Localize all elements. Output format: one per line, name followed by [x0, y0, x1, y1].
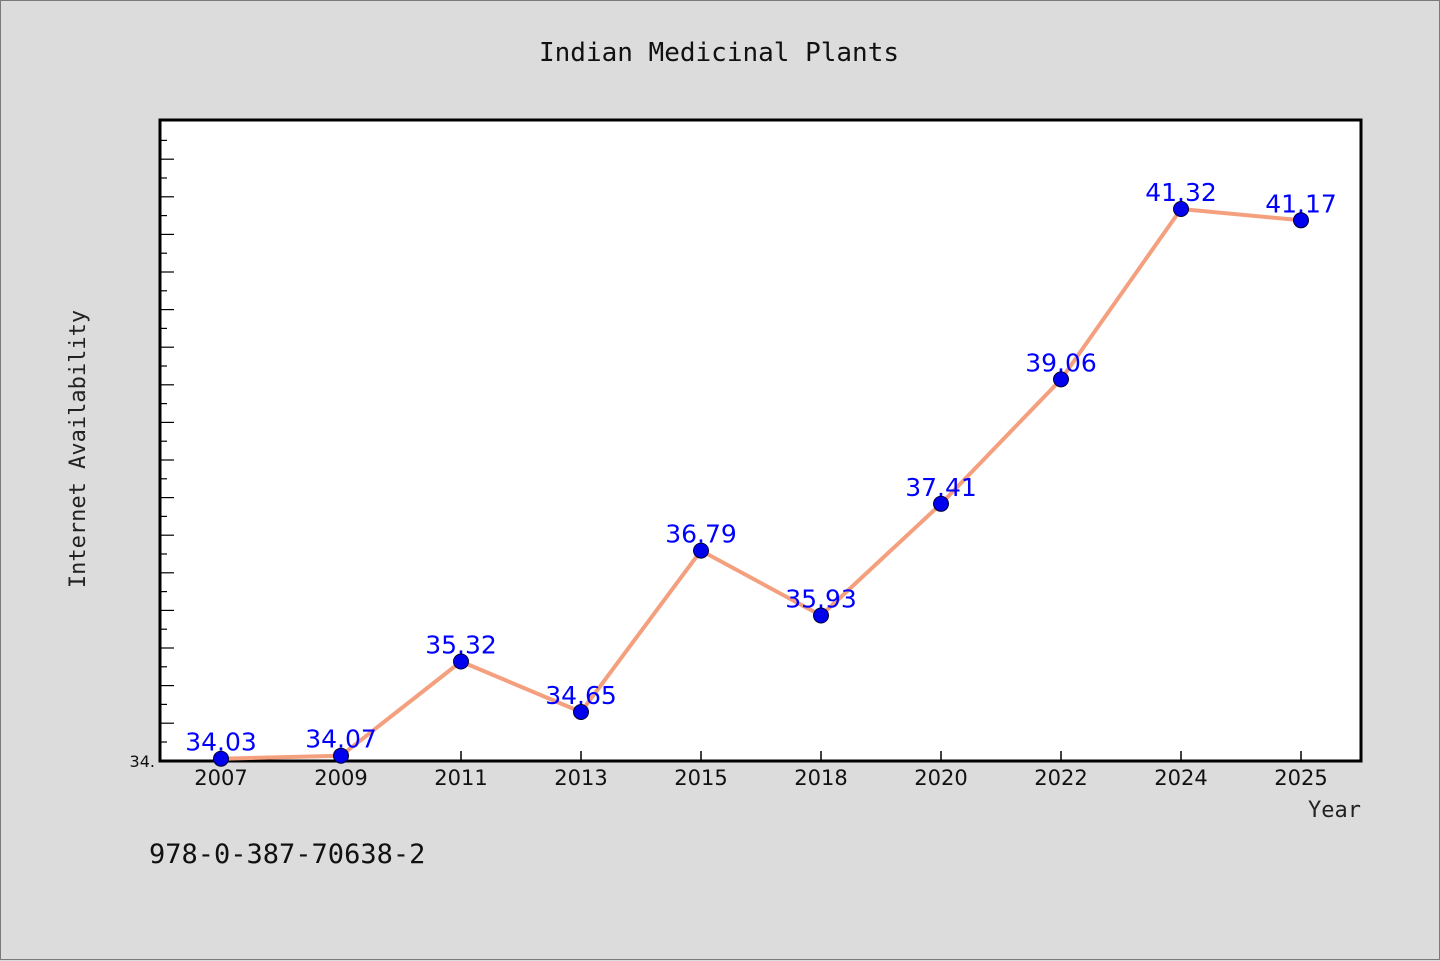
x-tick-label: 2020	[914, 766, 967, 790]
data-point	[213, 750, 229, 767]
y-axis-label: Internet Availability	[66, 310, 91, 588]
x-tick-label: 2024	[1154, 766, 1207, 790]
data-labels: 34.03 34.07 35.32 34.65 36.79 35.93 37.41 39.06…	[185, 178, 1337, 757]
data-point	[693, 542, 709, 559]
x-tick-label: 2011	[434, 766, 487, 790]
data-label: 39.06	[1025, 348, 1097, 377]
data-label: 34.07	[305, 725, 377, 754]
isbn-footer: 978-0-387-70638-2	[149, 839, 425, 870]
data-point	[1173, 201, 1189, 217]
data-point	[1293, 212, 1309, 229]
data-label: 35.93	[785, 585, 857, 614]
data-label: 41.32	[1145, 178, 1217, 207]
x-tick-label: 2009	[314, 766, 367, 790]
data-label: 35.32	[425, 631, 497, 660]
plot-area	[158, 118, 1363, 763]
x-tick-label: 2013	[554, 766, 607, 790]
x-tick-label: 2015	[674, 766, 727, 790]
data-point	[333, 747, 349, 764]
series-markers	[213, 201, 1309, 767]
x-tick-label: 2025	[1274, 766, 1327, 790]
data-point	[1053, 371, 1069, 388]
x-tick-label: 2018	[794, 766, 847, 790]
y-axis-ticks	[160, 139, 174, 743]
y-tick-label: 34.	[130, 752, 155, 771]
x-tick-label: 2007	[194, 766, 247, 790]
data-point	[813, 607, 829, 624]
data-label: 34.03	[185, 728, 257, 757]
data-label: 36.79	[665, 520, 737, 549]
series-line	[220, 207, 1302, 761]
data-point	[933, 495, 949, 512]
data-label: 37.41	[905, 473, 977, 502]
data-label: 34.65	[545, 681, 617, 710]
x-axis-ticks: 2007 2009 2011 2013 2015 2018 2020 2022 2024 2025	[194, 751, 1328, 790]
data-label: 41.17	[1265, 189, 1337, 218]
data-point	[453, 653, 469, 670]
data-point	[573, 704, 589, 720]
x-axis-label: Year	[1308, 798, 1361, 823]
x-tick-label: 2022	[1034, 766, 1087, 790]
chart-title: Indian Medicinal Plants	[539, 38, 899, 68]
